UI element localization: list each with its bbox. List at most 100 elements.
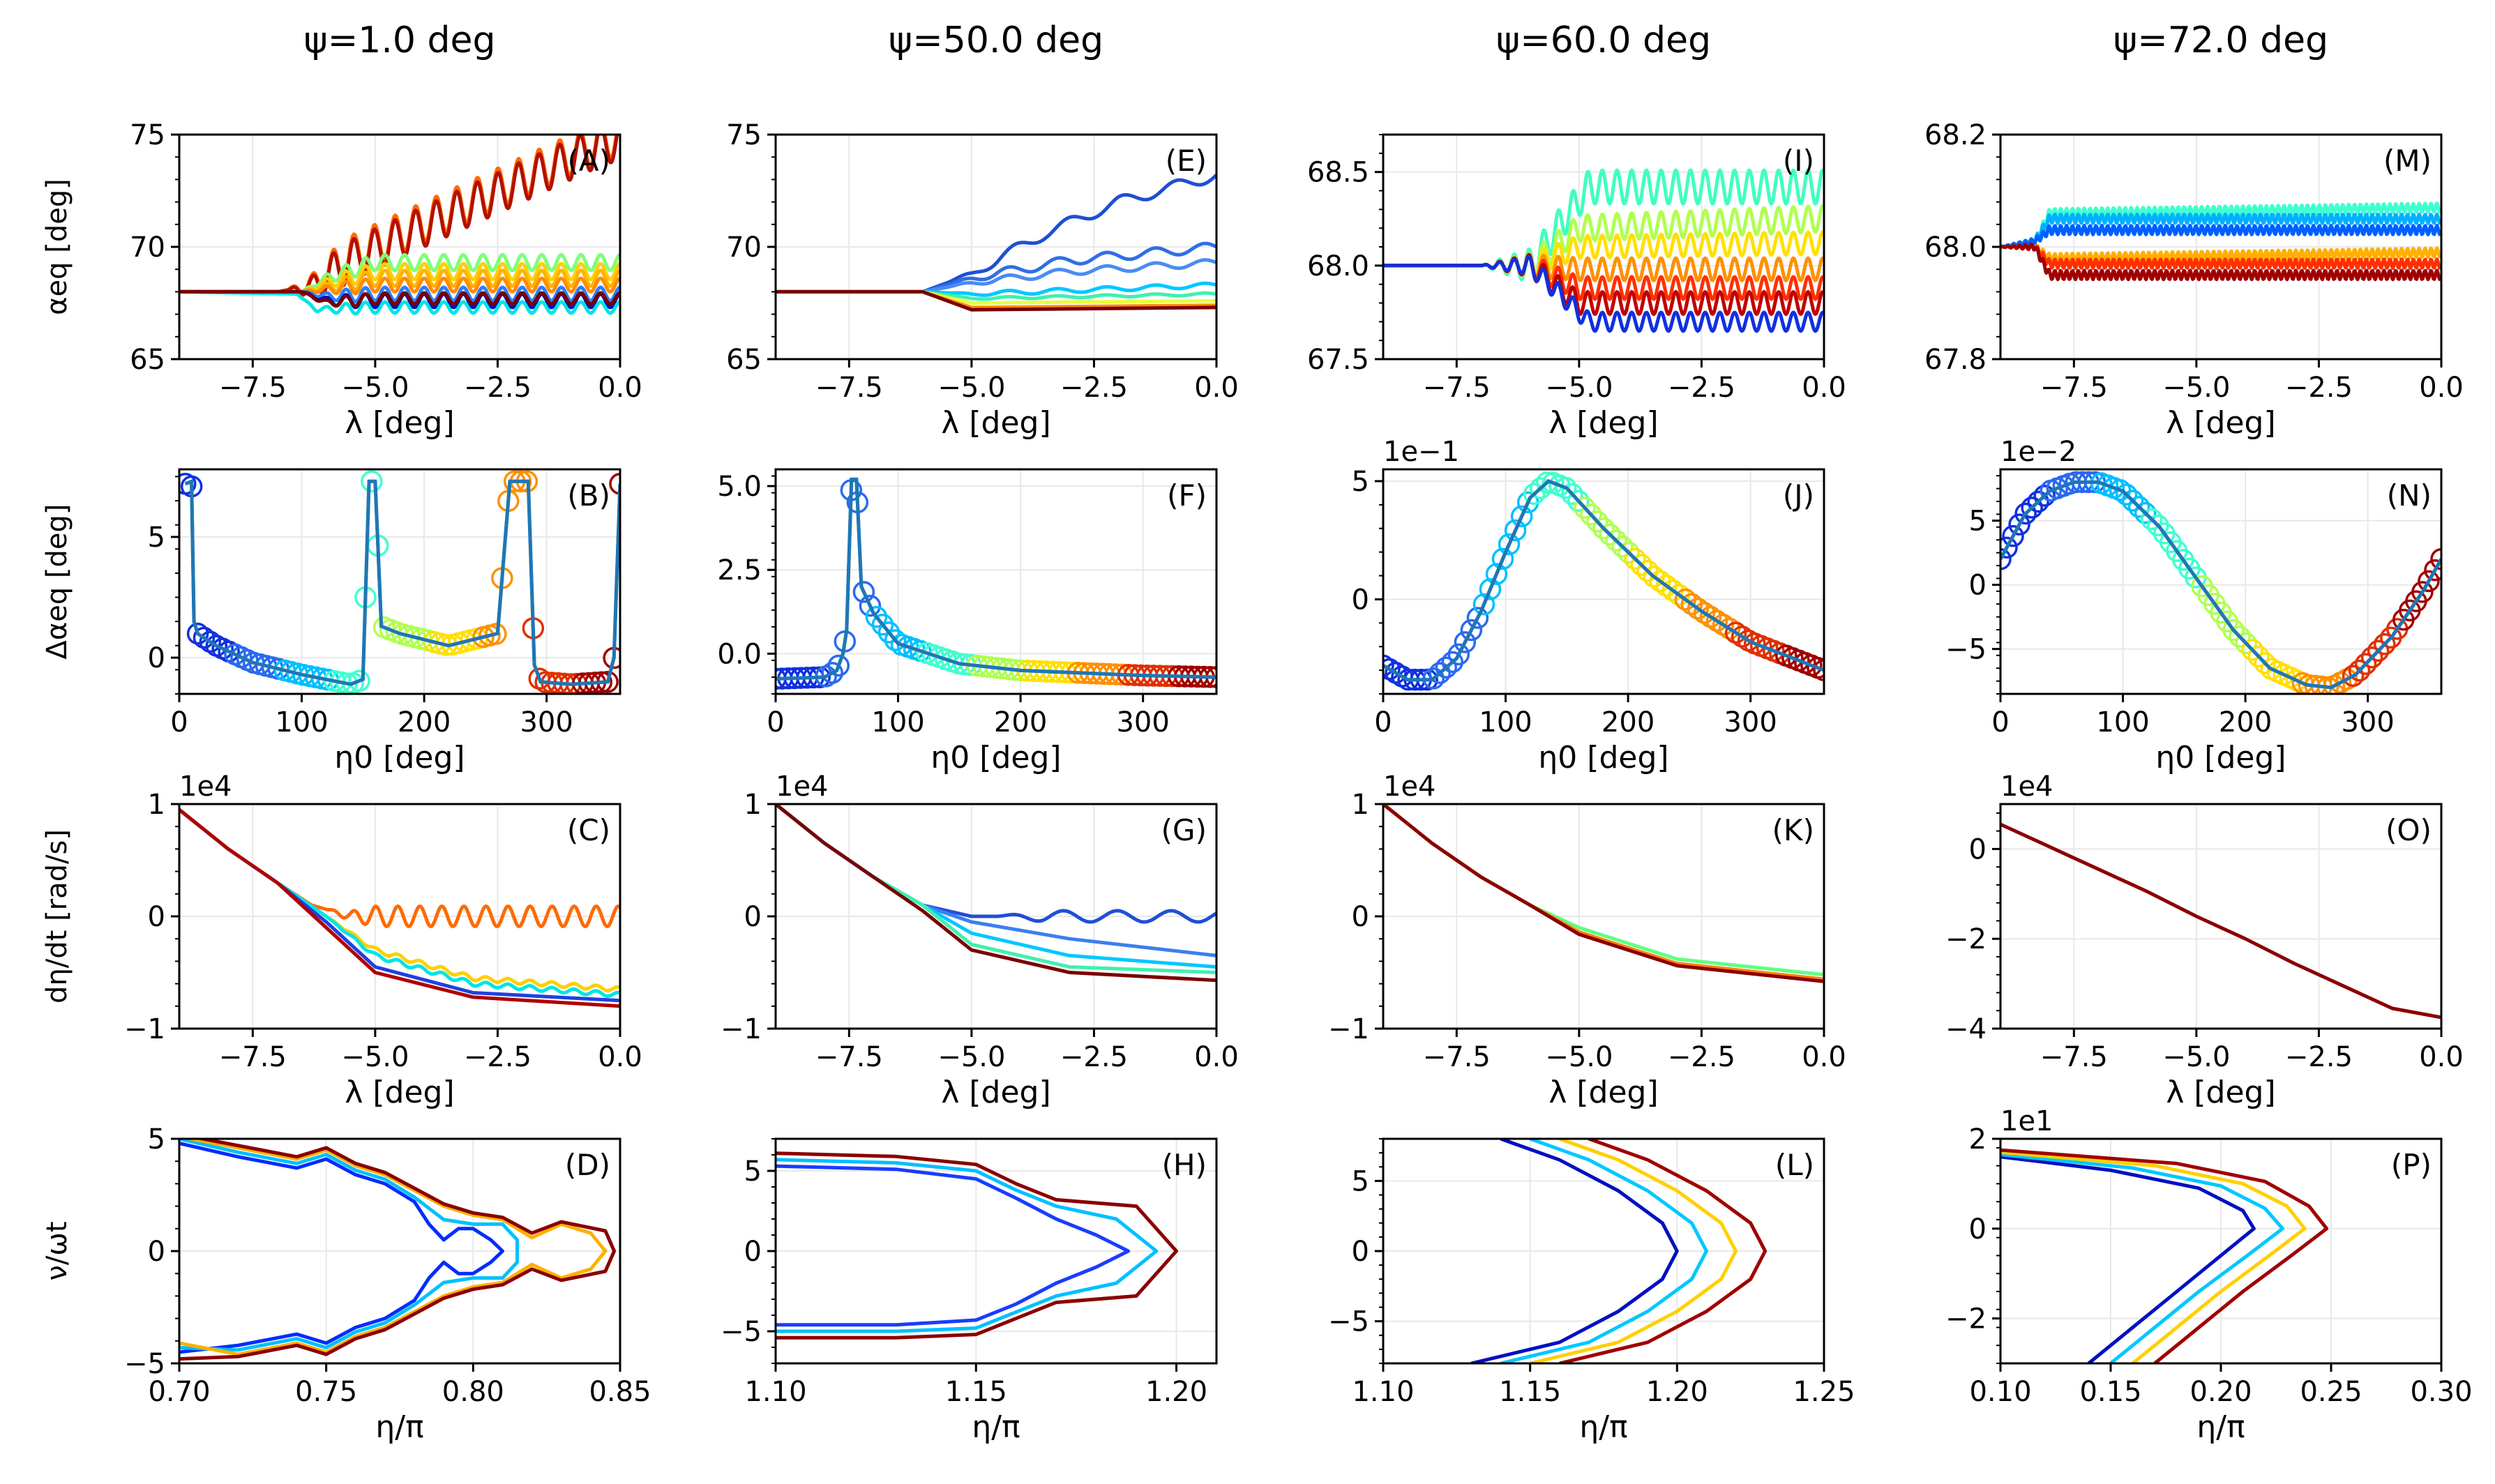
marker-J-11 bbox=[1441, 651, 1464, 674]
xlabel-L: η/π bbox=[1579, 1409, 1627, 1445]
xtick-label-P-2: 0.20 bbox=[2189, 1376, 2252, 1408]
marker-F-16 bbox=[865, 605, 888, 628]
series-line-I-6 bbox=[1383, 255, 1824, 333]
panel-H: 1.10 1.15 1.20 −5 0 5 η/π (H) bbox=[721, 1137, 1218, 1445]
xtick-label-M-1: −5.0 bbox=[2162, 372, 2230, 404]
ytick-label-P-0: −2 bbox=[1945, 1303, 1987, 1335]
marker-B-3 bbox=[193, 626, 216, 649]
xtick-label-B-3: 300 bbox=[520, 706, 573, 739]
panel-label-A: (A) bbox=[567, 144, 610, 178]
xtick-label-C-2: −2.5 bbox=[464, 1041, 532, 1073]
xlabel-P: η/π bbox=[2196, 1409, 2245, 1445]
marker-J-14 bbox=[1460, 619, 1483, 642]
marker-N-22 bbox=[2127, 496, 2150, 518]
marker-J-10 bbox=[1435, 656, 1458, 679]
marker-N-6 bbox=[2027, 490, 2049, 513]
ytick-label-F-2: 5.0 bbox=[717, 471, 762, 503]
xtick-label-N-3: 300 bbox=[2341, 706, 2394, 739]
ytick-label-K-2: 1 bbox=[1352, 789, 1369, 821]
xlabel-F: η0 [deg] bbox=[930, 740, 1061, 775]
marker-F-10 bbox=[827, 654, 850, 677]
marker-N-57 bbox=[2348, 659, 2371, 682]
row-ylabel-3: ν/ωt bbox=[41, 1222, 73, 1281]
ytick-label-N-1: 0 bbox=[1969, 570, 1987, 602]
panel-label-P: (P) bbox=[2391, 1148, 2432, 1182]
panel-label-L: (L) bbox=[1775, 1148, 1814, 1182]
xlabel-M: λ [deg] bbox=[2166, 405, 2275, 441]
xtick-label-K-3: 0.0 bbox=[1802, 1041, 1846, 1073]
xtick-label-H-1: 1.15 bbox=[945, 1376, 1007, 1408]
marker-N-41 bbox=[2247, 645, 2270, 668]
xtick-label-A-3: 0.0 bbox=[598, 372, 642, 404]
xtick-label-A-0: −7.5 bbox=[219, 372, 287, 404]
series-line-M-5 bbox=[2000, 242, 2441, 282]
ytick-label-K-1: 0 bbox=[1352, 901, 1369, 933]
xlabel-J: η0 [deg] bbox=[1538, 740, 1668, 775]
series-line-P-3 bbox=[2000, 1148, 2329, 1363]
offset-text-O: 1e4 bbox=[2000, 771, 2053, 803]
xtick-label-E-2: −2.5 bbox=[1060, 372, 1128, 404]
xtick-label-C-1: −5.0 bbox=[341, 1041, 409, 1073]
xtick-label-O-2: −2.5 bbox=[2285, 1041, 2353, 1073]
series-line-K-2 bbox=[1383, 804, 1824, 983]
panel-O: −7.5 −5.0 −2.5 0.0 −4 −2 0 λ [deg] 1e4 (O) bbox=[1945, 771, 2464, 1110]
offset-text-C: 1e4 bbox=[179, 771, 232, 803]
column-title-1: ψ=50.0 deg bbox=[889, 20, 1103, 61]
ytick-label-H-2: 5 bbox=[744, 1156, 762, 1188]
series-line-G-4 bbox=[776, 804, 1216, 983]
marker-J-41 bbox=[1630, 554, 1652, 576]
marker-J-13 bbox=[1454, 631, 1477, 653]
marker-J-15 bbox=[1466, 607, 1489, 629]
marker-N-20 bbox=[2115, 483, 2138, 506]
xtick-label-F-3: 300 bbox=[1116, 706, 1169, 739]
series-line-G-0 bbox=[776, 804, 1216, 924]
panel-label-F: (F) bbox=[1167, 478, 1207, 513]
ytick-label-M-1: 68.0 bbox=[1924, 232, 1987, 264]
ytick-label-P-1: 0 bbox=[1969, 1213, 1987, 1246]
xtick-label-B-1: 100 bbox=[275, 706, 328, 739]
xtick-label-N-2: 200 bbox=[2219, 706, 2272, 739]
offset-text-N: 1e−2 bbox=[2000, 436, 2076, 468]
series-line-K-0 bbox=[1383, 804, 1824, 977]
xtick-label-A-1: −5.0 bbox=[341, 372, 409, 404]
xtick-label-O-0: −7.5 bbox=[2040, 1041, 2108, 1073]
ytick-label-L-0: −5 bbox=[1328, 1306, 1369, 1338]
marker-N-56 bbox=[2342, 665, 2365, 687]
marker-J-36 bbox=[1599, 523, 1621, 546]
marker-B-4 bbox=[199, 630, 222, 653]
xtick-label-J-2: 200 bbox=[1601, 706, 1654, 739]
axes-frame-F bbox=[774, 468, 1218, 695]
series-line-K-1 bbox=[1383, 804, 1824, 981]
panel-label-G: (G) bbox=[1161, 813, 1207, 847]
marker-J-35 bbox=[1592, 517, 1615, 540]
row-ylabel-1: Δαeq [deg] bbox=[41, 503, 73, 659]
marker-J-37 bbox=[1605, 529, 1627, 552]
ytick-label-O-2: 0 bbox=[1969, 833, 1987, 865]
panel-C: −7.5 −5.0 −2.5 0.0 −1 0 1 λ [deg] 1e4 (C) bbox=[124, 771, 642, 1110]
panel-label-J: (J) bbox=[1783, 478, 1814, 513]
xtick-label-D-1: 0.75 bbox=[295, 1376, 357, 1408]
marker-B-70 bbox=[609, 473, 620, 495]
marker-J-31 bbox=[1567, 490, 1590, 512]
xtick-label-C-0: −7.5 bbox=[219, 1041, 287, 1073]
ytick-label-B-0: 0 bbox=[148, 642, 165, 674]
marker-N-59 bbox=[2360, 646, 2383, 669]
xtick-label-O-1: −5.0 bbox=[2162, 1041, 2230, 1073]
marker-F-17 bbox=[871, 613, 894, 636]
marker-J-38 bbox=[1611, 536, 1634, 558]
panel-N: 0 100 200 300 −5 0 5 η0 [deg] 1e−2 (N) bbox=[1945, 436, 2443, 775]
panel-K: −7.5 −5.0 −2.5 0.0 −1 0 1 λ [deg] 1e4 (K) bbox=[1328, 771, 1846, 1110]
marker-F-15 bbox=[859, 594, 882, 617]
ytick-label-G-2: 1 bbox=[744, 789, 762, 821]
marker-J-0 bbox=[1383, 654, 1394, 677]
series-line-P-1 bbox=[2000, 1153, 2284, 1363]
marker-J-20 bbox=[1498, 533, 1521, 556]
xtick-label-E-0: −7.5 bbox=[815, 372, 883, 404]
marker-J-30 bbox=[1561, 483, 1583, 506]
ytick-label-E-1: 70 bbox=[726, 232, 762, 264]
xlabel-E: λ [deg] bbox=[941, 405, 1050, 441]
xtick-label-A-2: −2.5 bbox=[464, 372, 532, 404]
axes-frame-B bbox=[178, 468, 621, 695]
xtick-label-J-0: 0 bbox=[1374, 706, 1392, 739]
ytick-label-A-2: 75 bbox=[130, 119, 165, 151]
